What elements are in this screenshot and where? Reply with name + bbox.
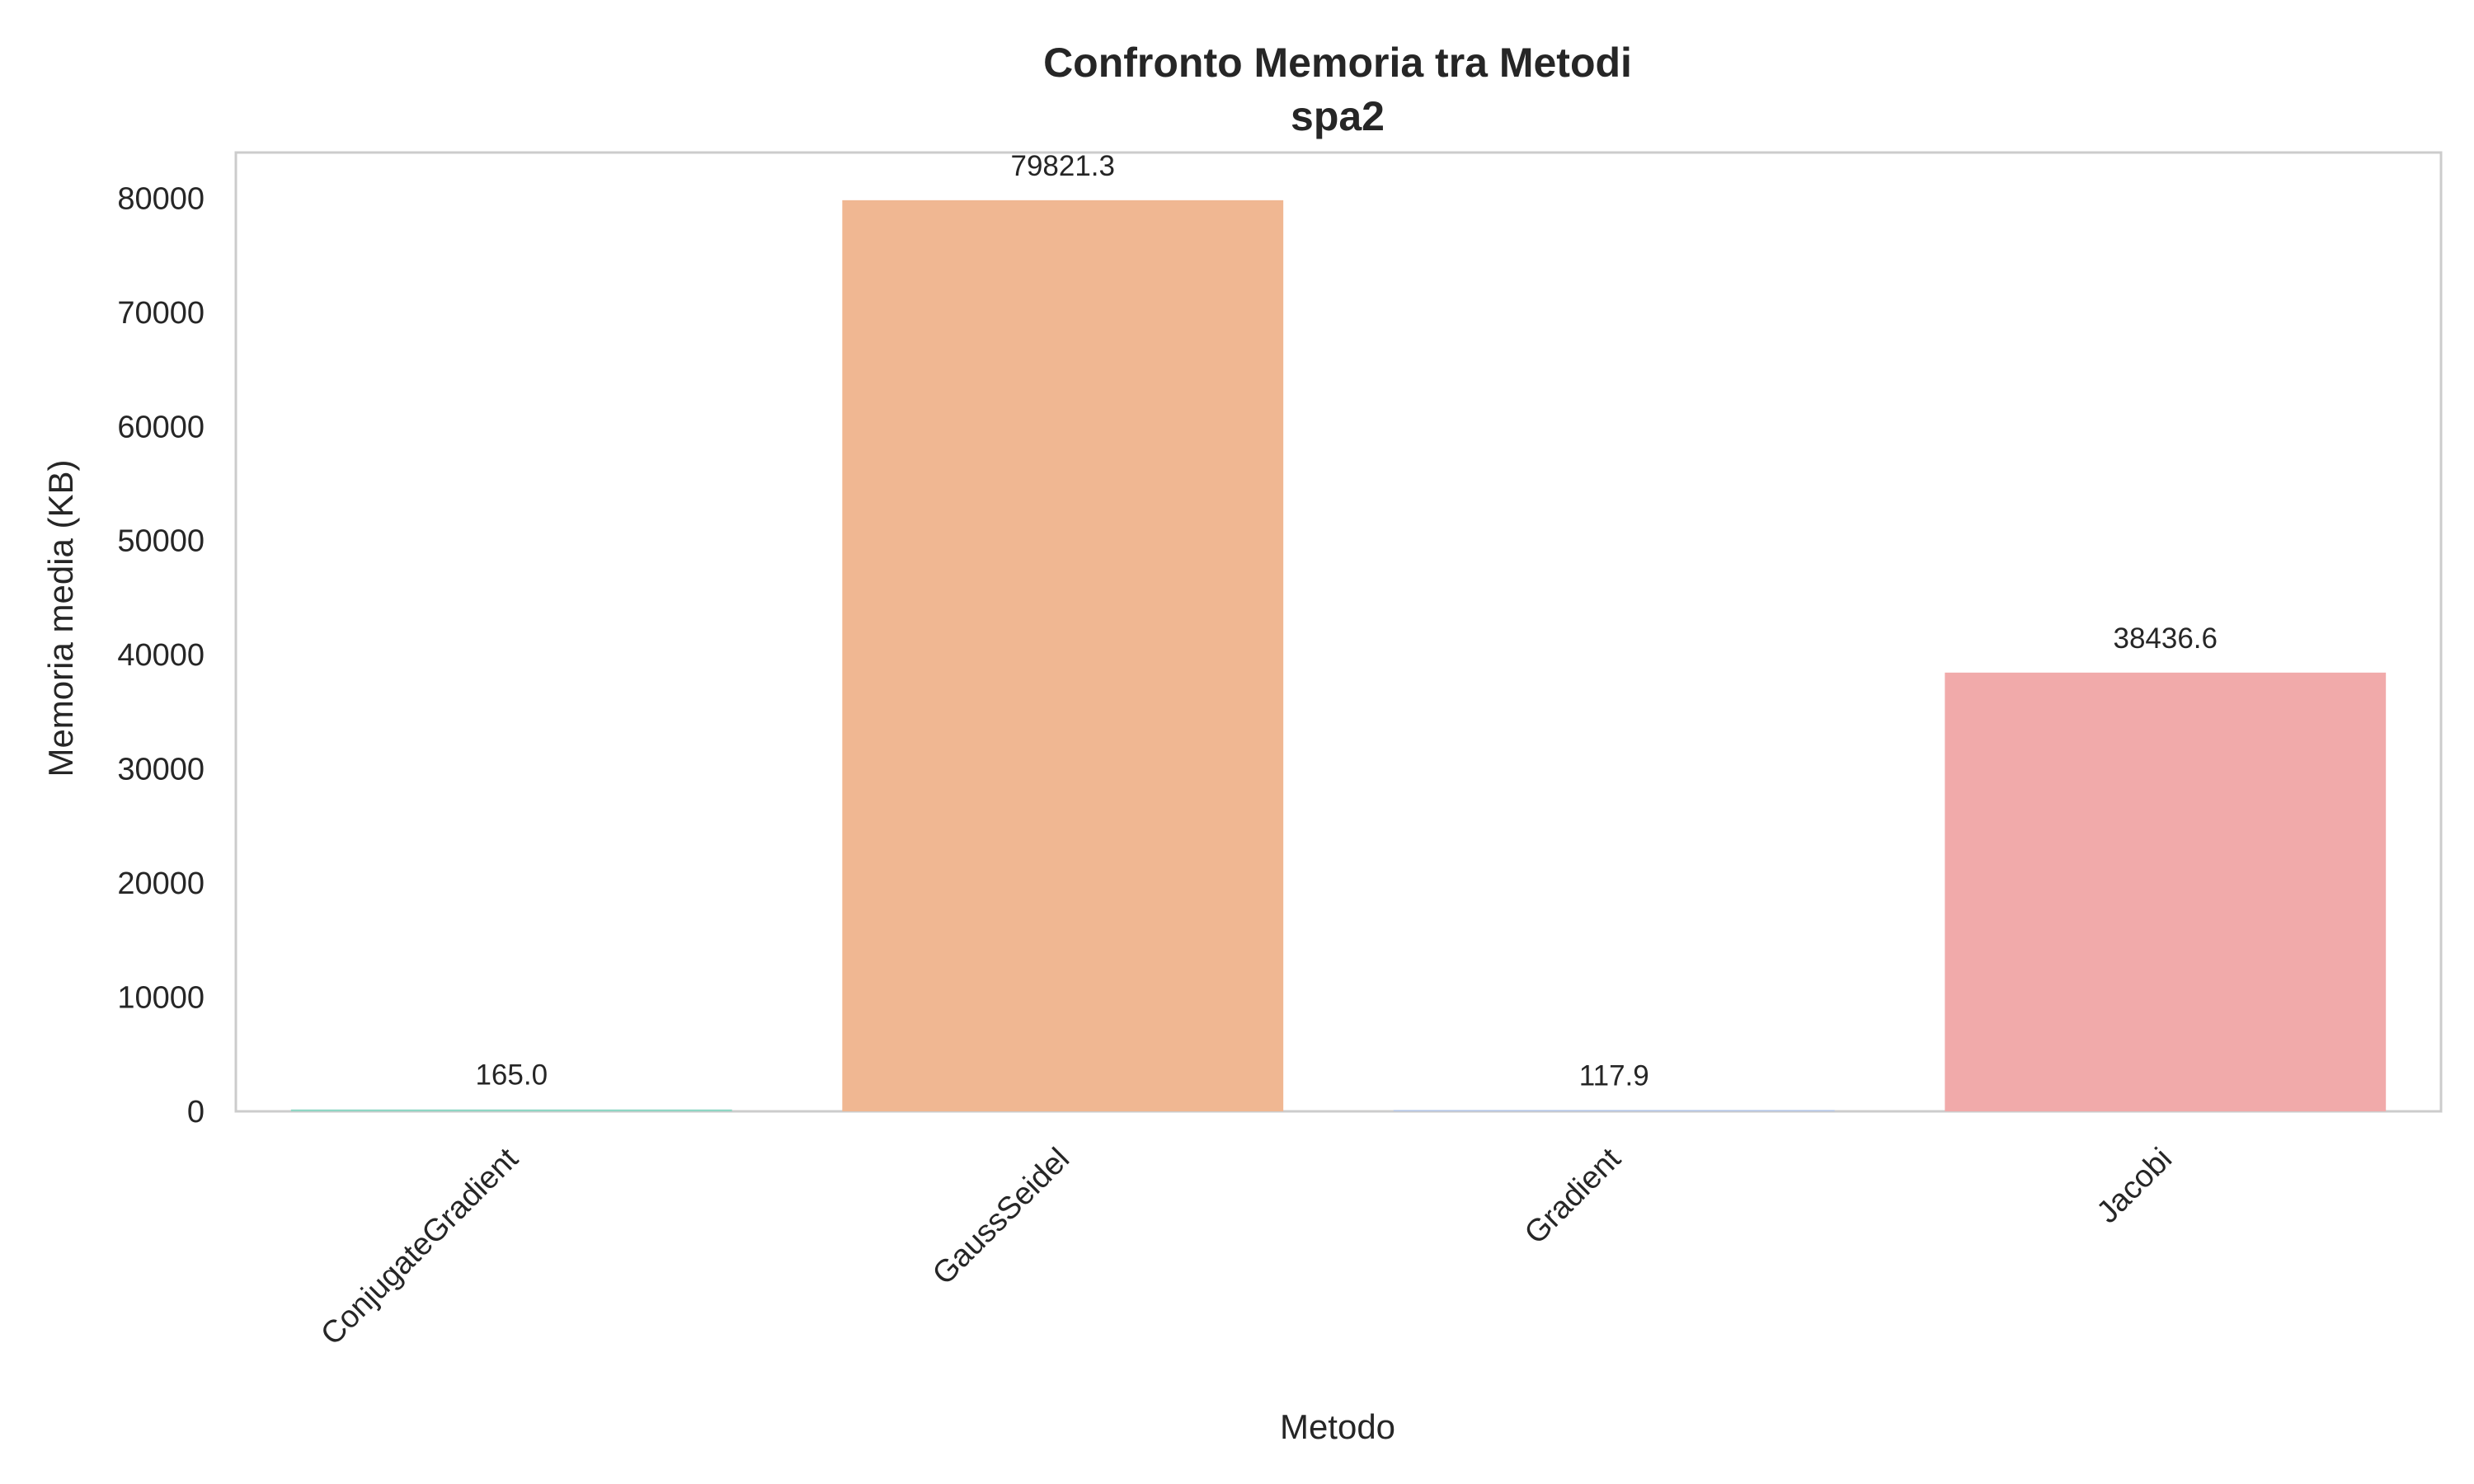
bar-gaussseidel — [842, 200, 1284, 1111]
y-tick-label: 10000 — [117, 981, 205, 1016]
bar-conjugategradient — [290, 1109, 732, 1111]
y-tick-label: 70000 — [117, 296, 205, 331]
x-axis-label: Metodo — [1280, 1407, 1395, 1446]
y-tick-label: 80000 — [117, 181, 205, 216]
y-tick-label: 20000 — [117, 866, 205, 901]
data-label-jacobi: 38436.6 — [2113, 622, 2218, 655]
y-axis-ticks: 0 10000 20000 30000 40000 50000 60000 70000 8000… — [117, 181, 205, 1129]
y-tick-label: 60000 — [117, 410, 205, 444]
data-label-gradient: 117.9 — [1579, 1059, 1649, 1092]
y-axis-label: Memoria media (KB) — [41, 459, 80, 777]
bar-gradient — [1393, 1110, 1835, 1111]
data-label-conjugategradient: 165.0 — [475, 1059, 548, 1092]
plot-area — [234, 151, 2443, 1113]
y-tick-label: 30000 — [117, 753, 205, 787]
y-tick-label: 0 — [187, 1095, 205, 1129]
y-tick-label: 50000 — [117, 524, 205, 559]
plot-frame — [234, 151, 2443, 1113]
y-tick-label: 40000 — [117, 638, 205, 673]
chart-subtitle: spa2 — [1291, 93, 1385, 139]
chart-title: Confronto Memoria tra Metodi — [1043, 40, 1632, 86]
data-label-gaussseidel: 79821.3 — [1010, 150, 1115, 182]
bars-layer — [290, 200, 2387, 1111]
data-labels-layer: 165.0 79821.3 117.9 38436.6 — [475, 150, 2218, 1092]
bar-jacobi — [1945, 672, 2387, 1111]
